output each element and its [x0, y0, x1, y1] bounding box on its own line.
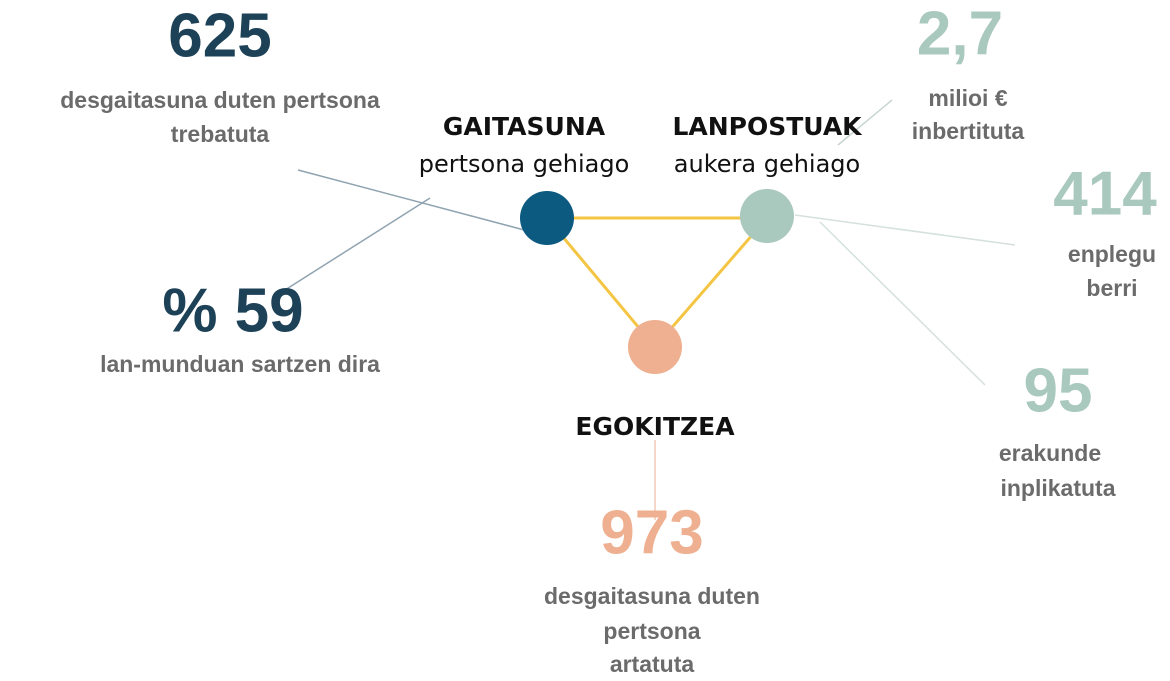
connectors	[284, 99, 1016, 520]
connector	[819, 221, 986, 386]
node-subtitle: pertsona gehiago	[419, 150, 630, 178]
stat-value: 95	[1024, 356, 1093, 425]
stat-text: desgaitasuna duten	[544, 583, 760, 609]
stat-text: inbertituta	[912, 118, 1025, 144]
stat-text: inplikatuta	[1000, 475, 1115, 501]
stat-text: enplegu	[1068, 241, 1156, 267]
stat-value: 2,7	[917, 0, 1003, 68]
node-title: LANPOSTUAK	[672, 112, 863, 141]
connector	[794, 214, 1016, 246]
node-subtitle: aukera gehiago	[674, 150, 860, 178]
stat-text: desgaitasuna duten pertsona	[60, 87, 380, 113]
stat-value: 625	[168, 1, 271, 70]
stat-text: artatuta	[610, 651, 695, 677]
connector	[284, 197, 431, 291]
node-title: GAITASUNA	[443, 112, 606, 141]
stat-text: lan-munduan sartzen dira	[100, 351, 380, 377]
stat-text: trebatuta	[171, 121, 270, 147]
node-circle	[628, 320, 682, 374]
node-title: EGOKITZEA	[575, 412, 735, 441]
node-circle	[520, 191, 574, 245]
node-circle	[740, 189, 794, 243]
stat-text: milioi €	[928, 85, 1007, 111]
stat-text: pertsona	[603, 618, 700, 644]
stat-value: 973	[600, 498, 703, 567]
stat-value: % 59	[162, 276, 303, 345]
stat-value: 414	[1053, 159, 1157, 228]
triangle	[543, 216, 771, 350]
connector	[837, 99, 893, 146]
stat-text: berri	[1086, 275, 1137, 301]
stat-text: erakunde	[999, 440, 1101, 466]
